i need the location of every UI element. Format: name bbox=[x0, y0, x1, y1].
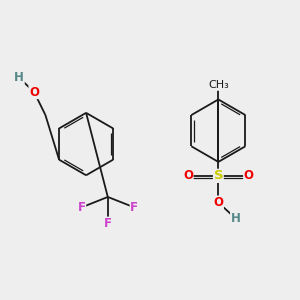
Text: F: F bbox=[130, 201, 138, 214]
Text: CH₃: CH₃ bbox=[208, 80, 229, 90]
Text: H: H bbox=[14, 71, 24, 84]
Text: O: O bbox=[183, 169, 193, 182]
Text: F: F bbox=[104, 217, 112, 230]
Text: O: O bbox=[213, 196, 224, 209]
Text: F: F bbox=[78, 201, 86, 214]
Text: H: H bbox=[231, 212, 241, 225]
Text: O: O bbox=[29, 85, 39, 98]
Text: O: O bbox=[244, 169, 254, 182]
Text: S: S bbox=[214, 169, 223, 182]
